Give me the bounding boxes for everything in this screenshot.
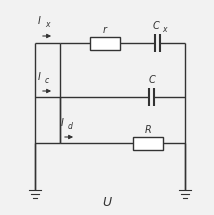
Text: I: I [38,72,41,82]
Text: I: I [38,16,41,26]
Text: C: C [149,75,155,85]
Text: R: R [145,125,151,135]
Text: d: d [68,122,73,131]
Text: x: x [162,25,166,34]
Text: C: C [153,21,159,31]
Bar [133,137,163,149]
Text: I: I [61,118,64,128]
Bar [90,37,120,49]
Text: c: c [45,76,49,85]
Text: x: x [45,20,49,29]
Text: r: r [103,25,107,35]
Text: U: U [103,196,111,209]
